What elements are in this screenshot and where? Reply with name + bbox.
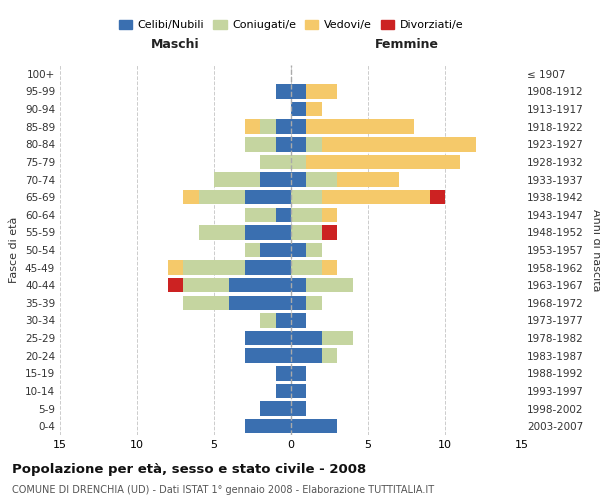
Bar — [307, 243, 322, 257]
Bar — [245, 137, 275, 152]
Bar — [245, 120, 260, 134]
Y-axis label: Fasce di età: Fasce di età — [10, 217, 19, 283]
Bar — [229, 296, 291, 310]
Bar — [322, 348, 337, 363]
Bar — [291, 120, 307, 134]
Bar — [307, 172, 337, 186]
Bar — [322, 225, 337, 240]
Bar — [322, 260, 337, 275]
Bar — [229, 278, 291, 292]
Bar — [291, 260, 322, 275]
Bar — [260, 154, 291, 169]
Bar — [291, 137, 307, 152]
Bar — [275, 137, 291, 152]
Bar — [260, 314, 275, 328]
Bar — [322, 208, 337, 222]
Bar — [275, 384, 291, 398]
Text: Maschi: Maschi — [151, 38, 200, 51]
Bar — [214, 172, 260, 186]
Bar — [291, 384, 307, 398]
Bar — [168, 278, 183, 292]
Bar — [291, 243, 307, 257]
Bar — [291, 208, 322, 222]
Bar — [307, 120, 414, 134]
Bar — [291, 172, 307, 186]
Bar — [245, 190, 291, 204]
Bar — [307, 296, 322, 310]
Bar — [260, 243, 291, 257]
Bar — [199, 190, 245, 204]
Bar — [291, 154, 307, 169]
Bar — [275, 208, 291, 222]
Text: Femmine: Femmine — [374, 38, 439, 51]
Bar — [322, 331, 353, 345]
Bar — [291, 84, 307, 98]
Bar — [275, 120, 291, 134]
Bar — [168, 260, 183, 275]
Bar — [291, 278, 307, 292]
Bar — [275, 314, 291, 328]
Bar — [322, 137, 476, 152]
Bar — [291, 225, 322, 240]
Bar — [260, 172, 291, 186]
Bar — [337, 172, 399, 186]
Bar — [291, 190, 322, 204]
Bar — [183, 278, 229, 292]
Bar — [245, 208, 275, 222]
Bar — [183, 190, 199, 204]
Bar — [291, 348, 322, 363]
Bar — [307, 102, 322, 117]
Bar — [275, 366, 291, 380]
Bar — [199, 225, 245, 240]
Y-axis label: Anni di nascita: Anni di nascita — [590, 209, 600, 291]
Bar — [291, 296, 307, 310]
Bar — [245, 348, 291, 363]
Bar — [245, 243, 260, 257]
Bar — [291, 331, 322, 345]
Bar — [260, 120, 275, 134]
Bar — [291, 419, 337, 434]
Bar — [307, 84, 337, 98]
Bar — [291, 402, 307, 416]
Bar — [322, 190, 430, 204]
Bar — [245, 419, 291, 434]
Bar — [260, 402, 291, 416]
Bar — [307, 278, 353, 292]
Bar — [291, 366, 307, 380]
Bar — [275, 84, 291, 98]
Bar — [245, 260, 291, 275]
Legend: Celibi/Nubili, Coniugati/e, Vedovi/e, Divorziati/e: Celibi/Nubili, Coniugati/e, Vedovi/e, Di… — [115, 15, 467, 34]
Bar — [183, 260, 245, 275]
Bar — [307, 137, 322, 152]
Bar — [430, 190, 445, 204]
Bar — [245, 225, 291, 240]
Bar — [183, 296, 229, 310]
Text: Popolazione per età, sesso e stato civile - 2008: Popolazione per età, sesso e stato civil… — [12, 462, 366, 475]
Bar — [245, 331, 291, 345]
Text: COMUNE DI DRENCHIA (UD) - Dati ISTAT 1° gennaio 2008 - Elaborazione TUTTITALIA.I: COMUNE DI DRENCHIA (UD) - Dati ISTAT 1° … — [12, 485, 434, 495]
Bar — [307, 154, 460, 169]
Bar — [291, 102, 307, 117]
Bar — [291, 314, 307, 328]
